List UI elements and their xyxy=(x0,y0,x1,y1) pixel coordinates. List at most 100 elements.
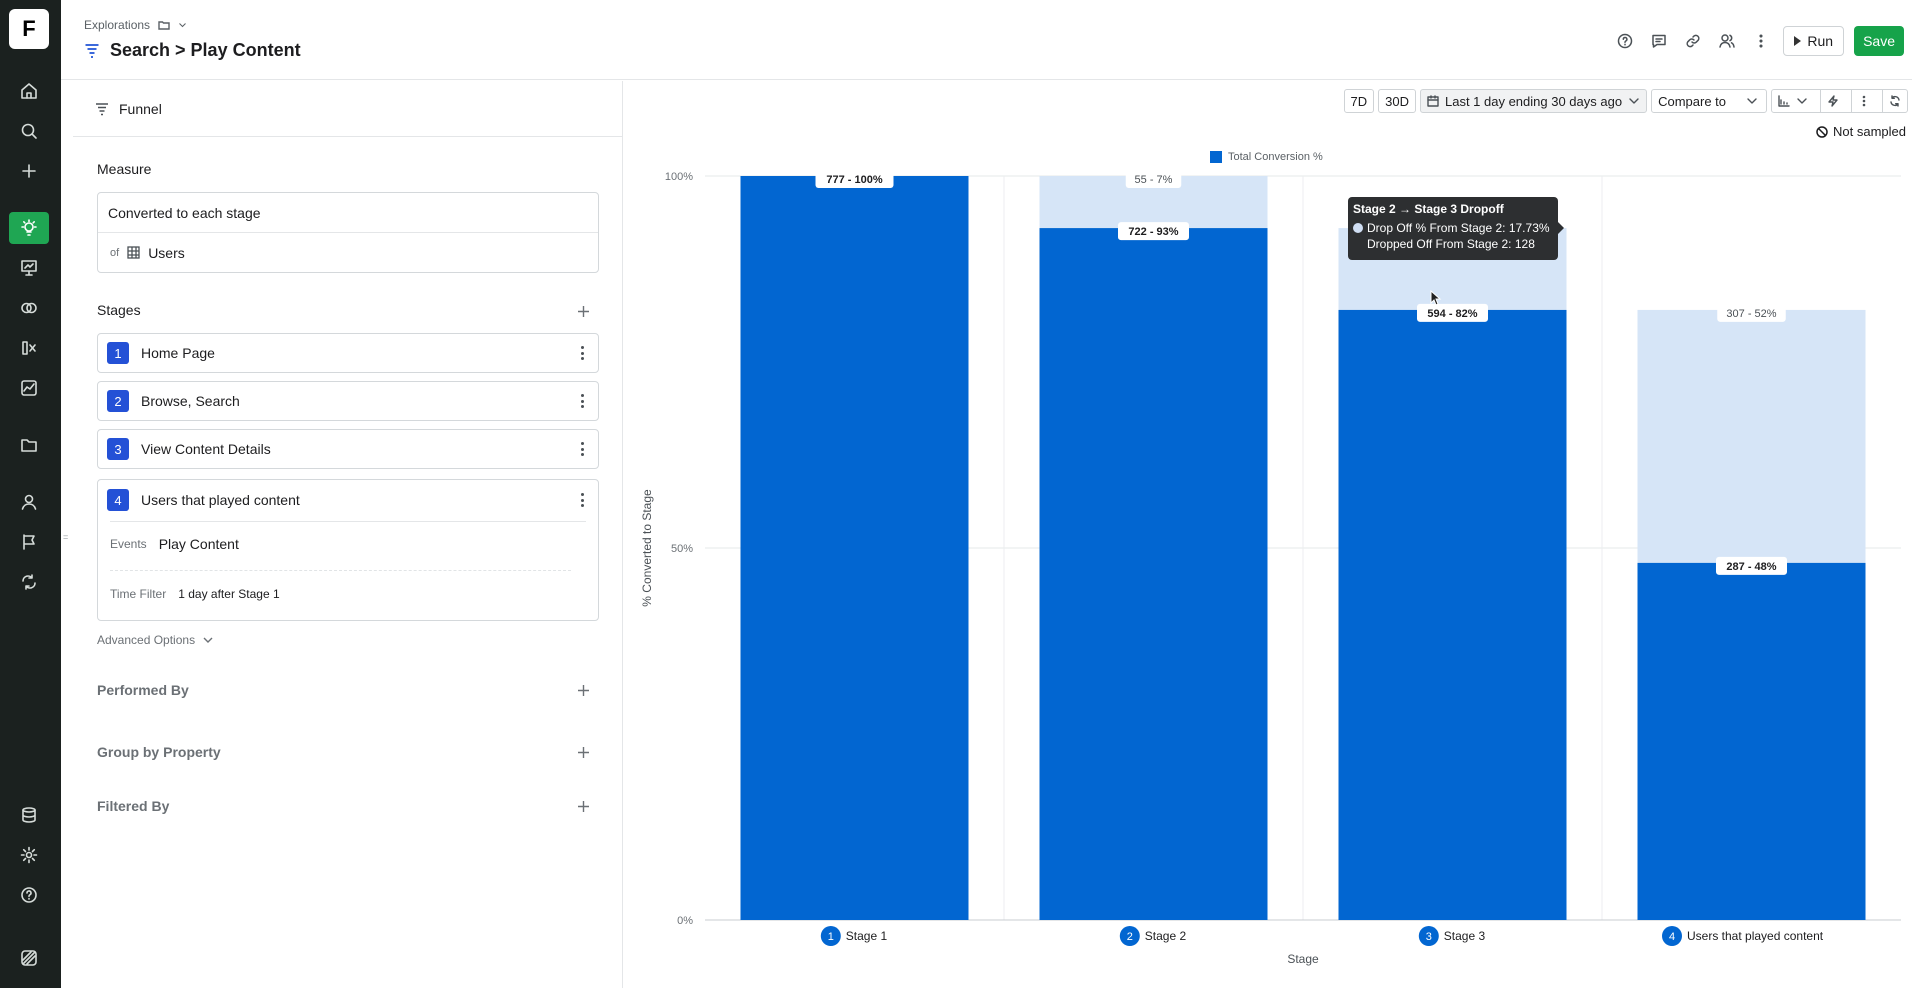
folder-icon[interactable] xyxy=(158,19,170,31)
page-title-text[interactable]: Search > Play Content xyxy=(110,40,301,60)
stage-row-2[interactable]: 2 Browse, Search xyxy=(97,381,599,421)
funnel-chart[interactable]: 0% 50% 100% 777 - 100% 1 Stage 1 722 - 93% 55 -… xyxy=(624,81,1912,988)
help-icon[interactable] xyxy=(9,879,49,911)
compare-to-select[interactable]: Compare to xyxy=(1651,89,1767,113)
left-rail: F xyxy=(0,0,61,988)
add-stage-button[interactable] xyxy=(575,303,591,319)
formula-icon[interactable] xyxy=(9,332,49,364)
tooltip-dot xyxy=(1353,223,1363,233)
run-label: Run xyxy=(1807,33,1834,49)
user-icon[interactable] xyxy=(9,486,49,518)
chart-toolbar: 7D 30D Last 1 day ending 30 days ago Com… xyxy=(1343,89,1908,113)
flag-icon[interactable] xyxy=(9,526,49,558)
stack-icon[interactable] xyxy=(9,942,49,974)
funnel-icon xyxy=(96,102,108,115)
search-icon[interactable] xyxy=(9,115,49,147)
chevron-down-icon[interactable] xyxy=(178,19,187,31)
home-icon[interactable] xyxy=(9,75,49,107)
panel-resize-handle[interactable]: = xyxy=(63,532,69,542)
mouse-cursor-icon xyxy=(1430,290,1442,306)
line-chart-icon[interactable] xyxy=(9,372,49,404)
save-button[interactable]: Save xyxy=(1854,26,1904,56)
funnel-tab-label: Funnel xyxy=(119,100,162,117)
calendar-icon xyxy=(1427,95,1439,107)
comment-icon[interactable] xyxy=(1647,27,1671,55)
folder-icon[interactable] xyxy=(9,429,49,461)
stage-number: 4 xyxy=(107,489,129,511)
chevron-down-icon xyxy=(1797,98,1807,104)
no-sample-icon xyxy=(1816,125,1828,138)
chart-area: 7D 30D Last 1 day ending 30 days ago Com… xyxy=(624,81,1912,988)
stage-badge xyxy=(1418,926,1439,946)
y-tick-label: 0% xyxy=(677,915,693,927)
dropoff-label-bg xyxy=(1717,303,1786,322)
overlap-icon[interactable] xyxy=(9,292,49,324)
advanced-options-label: Advanced Options xyxy=(97,633,196,647)
time-filter-value[interactable]: 1 day after Stage 1 xyxy=(178,587,280,601)
legend-swatch xyxy=(1210,151,1222,163)
stage-badge-number: 1 xyxy=(828,931,834,943)
events-value[interactable]: Play Content xyxy=(158,536,239,552)
help-icon[interactable] xyxy=(1613,27,1637,55)
add-filter-button[interactable] xyxy=(575,798,591,814)
chart-legend[interactable]: Total Conversion % xyxy=(1210,151,1323,163)
chart-type-select[interactable] xyxy=(1772,90,1814,112)
breadcrumb-explorations[interactable]: Explorations xyxy=(84,18,151,32)
data-label-bg xyxy=(1118,222,1189,241)
database-icon[interactable] xyxy=(9,799,49,831)
measure-box: Converted to each stage of Users xyxy=(97,192,599,273)
funnel-tab[interactable]: Funnel xyxy=(73,81,622,137)
data-label-bg xyxy=(1417,303,1488,322)
add-performed-by-button[interactable] xyxy=(575,682,591,698)
plus-icon[interactable] xyxy=(9,155,49,187)
stage-time-filter[interactable]: Time Filter 1 day after Stage 1 xyxy=(110,587,280,601)
tooltip-line-1: Drop Off % From Stage 2: 17.73% xyxy=(1367,221,1550,235)
more-vertical-icon[interactable] xyxy=(1749,27,1773,55)
more-vertical-icon[interactable] xyxy=(580,493,584,507)
more-vertical-icon[interactable] xyxy=(580,394,584,408)
advanced-options-toggle[interactable]: Advanced Options xyxy=(97,633,213,647)
stage-row-1[interactable]: 1 Home Page xyxy=(97,333,599,373)
range-30d-button[interactable]: 30D xyxy=(1378,89,1416,113)
dropoff-tooltip: Stage 2 → Stage 3 Dropoff Drop Off % Fro… xyxy=(1348,197,1564,260)
chevron-down-icon xyxy=(1747,98,1757,104)
stage-events[interactable]: Events Play Content xyxy=(110,536,239,552)
stage-row-3[interactable]: 3 View Content Details xyxy=(97,429,599,469)
breadcrumb[interactable]: Explorations xyxy=(84,18,187,32)
presentation-icon[interactable] xyxy=(9,252,49,284)
more-vertical-icon[interactable] xyxy=(580,346,584,360)
range-7d-button[interactable]: 7D xyxy=(1343,89,1375,113)
stage-badge-number: 2 xyxy=(1127,931,1133,943)
conversion-bar xyxy=(1338,309,1567,920)
app-logo[interactable]: F xyxy=(9,9,49,49)
stage-badge-number: 4 xyxy=(1669,931,1675,943)
group-by-heading: Group by Property xyxy=(97,744,221,760)
sampling-status-label: Not sampled xyxy=(1833,124,1906,139)
events-label: Events xyxy=(110,537,147,551)
compare-to-label: Compare to xyxy=(1658,93,1726,109)
refresh-icon[interactable] xyxy=(1882,90,1907,112)
experiment-icon[interactable] xyxy=(9,566,49,598)
stage-row-4[interactable]: 4 Users that played content Events Play … xyxy=(97,479,599,621)
gear-icon[interactable] xyxy=(9,839,49,871)
dropoff-label: 307 - 52% xyxy=(1726,308,1776,320)
page-header: Explorations Search > Play Content Run S… xyxy=(61,0,1912,80)
sampling-status[interactable]: Not sampled xyxy=(1816,124,1906,139)
conversion-bar xyxy=(1637,562,1866,920)
people-icon[interactable] xyxy=(1715,27,1739,55)
more-vertical-icon[interactable] xyxy=(1851,90,1876,112)
lightning-icon[interactable] xyxy=(1820,90,1845,112)
lightbulb-icon[interactable] xyxy=(9,212,49,244)
data-label: 777 - 100% xyxy=(826,174,882,186)
measure-select[interactable]: Converted to each stage xyxy=(98,193,598,233)
entity-select[interactable]: of Users xyxy=(98,233,598,272)
more-vertical-icon[interactable] xyxy=(580,442,584,456)
run-button[interactable]: Run xyxy=(1783,26,1845,56)
legend-label: Total Conversion % xyxy=(1228,151,1323,163)
add-group-by-button[interactable] xyxy=(575,744,591,760)
stage-number: 2 xyxy=(107,390,129,412)
date-range-picker[interactable]: Last 1 day ending 30 days ago xyxy=(1419,89,1648,113)
chart-options-group xyxy=(1771,89,1908,113)
link-icon[interactable] xyxy=(1681,27,1705,55)
chevron-down-icon xyxy=(1629,98,1639,104)
